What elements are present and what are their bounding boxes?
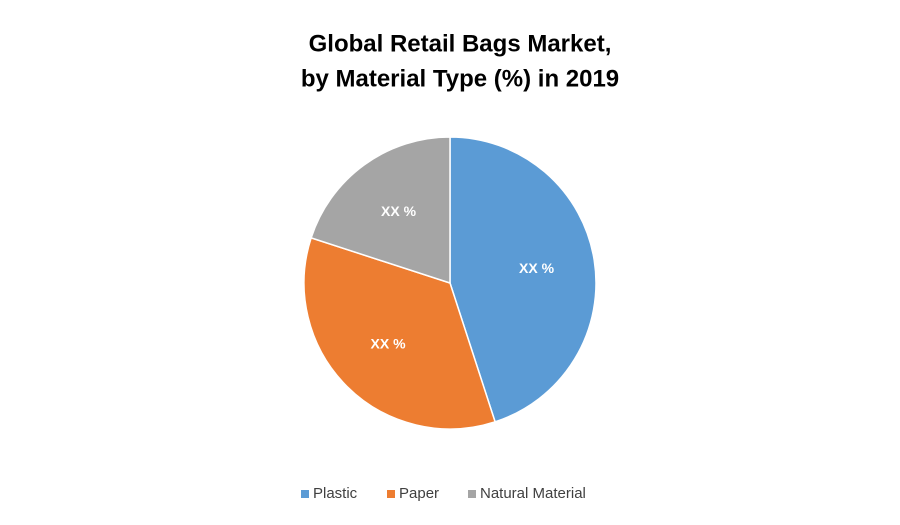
data-label: XX %	[519, 260, 555, 276]
legend-swatch	[387, 490, 395, 498]
data-label: XX %	[371, 336, 407, 352]
data-label: XX %	[381, 203, 417, 219]
legend-swatch	[468, 490, 476, 498]
chart-title: by Material Type (%) in 2019	[301, 65, 619, 92]
pie-slice	[449, 136, 597, 423]
legend-swatch	[301, 490, 309, 498]
legend-label: Paper	[399, 485, 439, 502]
chart-title: Global Retail Bags Market,	[309, 30, 612, 57]
legend-label: Plastic	[313, 485, 358, 502]
legend-label: Natural Material	[480, 485, 586, 502]
pie-slice	[310, 136, 451, 285]
pie-slice	[303, 236, 497, 430]
